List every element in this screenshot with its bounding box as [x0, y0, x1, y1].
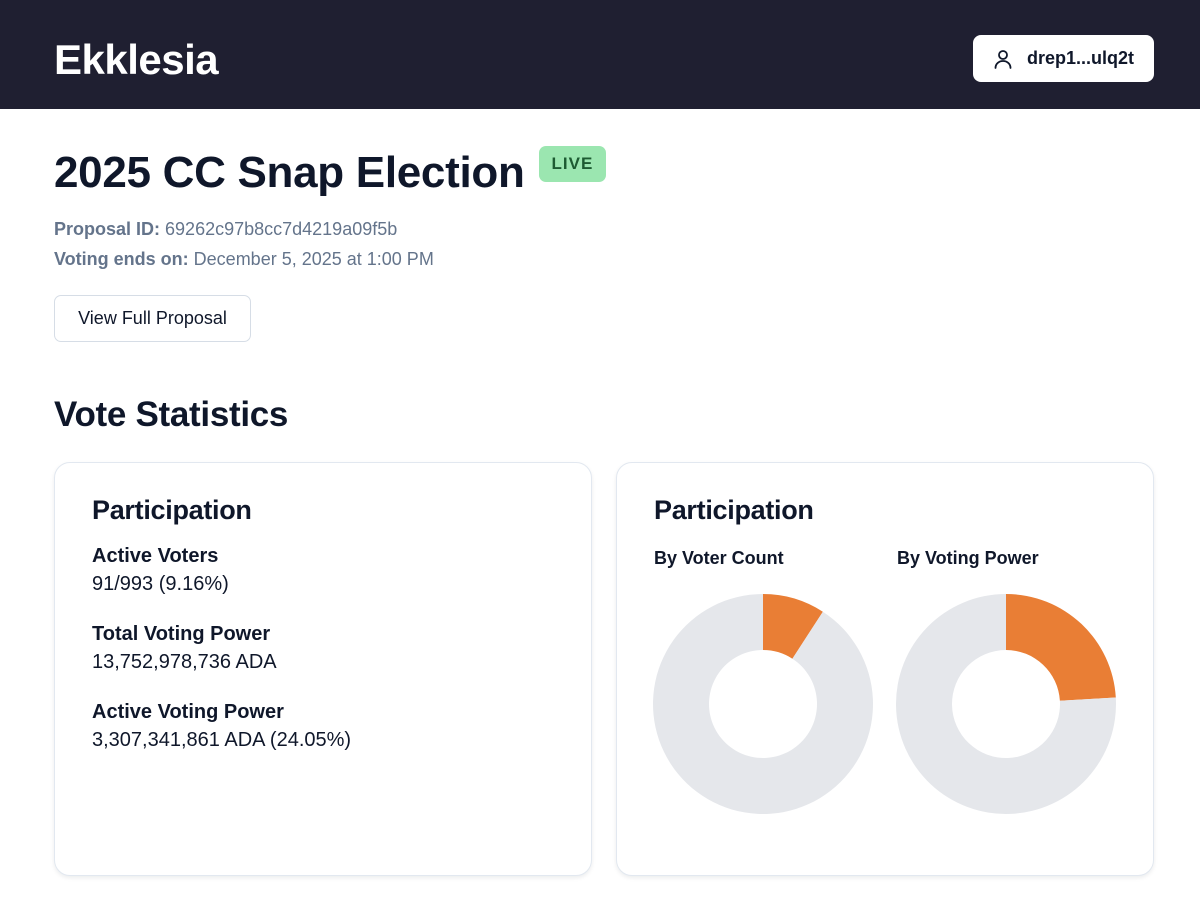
stat-label: Total Voting Power — [92, 623, 271, 645]
voter-count-donut-chart[interactable] — [653, 594, 873, 814]
top-header: Ekklesia drep1...ulq2t — [0, 0, 1200, 109]
donut-slice-active[interactable] — [763, 594, 823, 659]
card-title: Participation — [654, 495, 814, 525]
card-title: Participation — [92, 495, 252, 525]
proposal-id-value: 69262c97b8cc7d4219a09f5b — [165, 219, 398, 239]
donut-slice-active[interactable] — [1006, 594, 1116, 701]
user-account-button[interactable]: drep1...ulq2t — [973, 35, 1154, 82]
vote-statistics-title: Vote Statistics — [54, 395, 289, 434]
active-voting-power-stat: Active Voting Power 3,307,341,861 ADA (2… — [92, 699, 351, 755]
donut-slice-inactive[interactable] — [653, 594, 873, 814]
participation-chart-card: Participation By Voter Count By Voting P… — [616, 462, 1154, 876]
view-full-proposal-button[interactable]: View Full Proposal — [54, 295, 251, 342]
proposal-id-row: Proposal ID: 69262c97b8cc7d4219a09f5b — [54, 219, 397, 240]
stat-label: Active Voting Power — [92, 701, 284, 723]
voting-power-chart-label: By Voting Power — [897, 548, 1039, 568]
stat-value: 13,752,978,736 ADA — [92, 651, 277, 673]
stat-value: 3,307,341,861 ADA (24.05%) — [92, 729, 352, 751]
user-icon — [994, 49, 1012, 69]
voting-end-label: Voting ends on: — [54, 249, 189, 269]
app-brand[interactable]: Ekklesia — [54, 36, 219, 83]
proposal-id-label: Proposal ID: — [54, 219, 161, 239]
voter-count-chart-label: By Voter Count — [654, 548, 784, 568]
donut-slice-inactive[interactable] — [896, 594, 1116, 814]
stat-value: 91/993 (9.16%) — [92, 573, 229, 595]
voting-power-donut-chart[interactable] — [896, 594, 1116, 814]
voting-end-value: December 5, 2025 at 1:00 PM — [193, 249, 434, 269]
stat-label: Active Voters — [92, 545, 219, 567]
total-voting-power-stat: Total Voting Power 13,752,978,736 ADA — [92, 621, 277, 677]
proposal-title-row: 2025 CC Snap Election LIVE — [54, 145, 607, 201]
status-badge: LIVE — [538, 146, 607, 182]
user-address-label: drep1...ulq2t — [1027, 48, 1135, 68]
page-title: 2025 CC Snap Election — [54, 148, 525, 197]
active-voters-stat: Active Voters 91/993 (9.16%) — [92, 543, 229, 599]
participation-stats-card: Participation Active Voters 91/993 (9.16… — [54, 462, 592, 876]
voting-end-row: Voting ends on: December 5, 2025 at 1:00… — [54, 249, 434, 270]
